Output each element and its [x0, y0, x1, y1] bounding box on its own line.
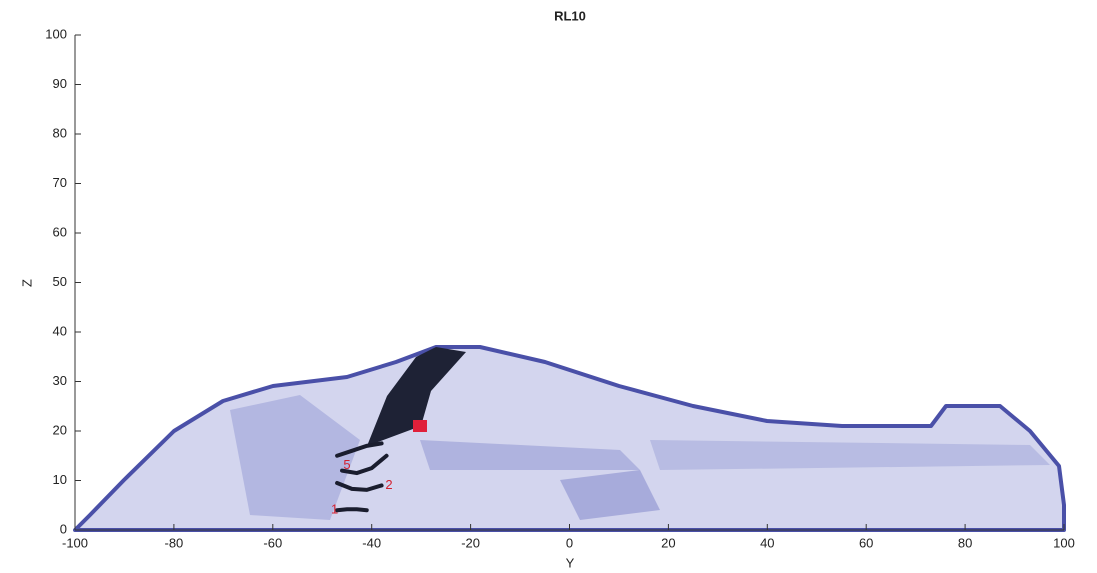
x-tick-label: 40 — [760, 535, 774, 550]
y-tick-label: 20 — [53, 422, 67, 437]
y-tick-label: 60 — [53, 224, 67, 239]
y-tick-label: 10 — [53, 472, 67, 487]
y-tick-label: 90 — [53, 76, 67, 91]
x-axis-label: Y — [566, 555, 575, 570]
x-tick-label: -100 — [62, 535, 88, 550]
x-tick-label: -40 — [362, 535, 381, 550]
body-render — [73, 345, 1066, 532]
y-tick-label: 80 — [53, 125, 67, 140]
y-tick-label: 40 — [53, 323, 67, 338]
annotation: 1 — [331, 502, 338, 517]
x-tick-label: 100 — [1053, 535, 1075, 550]
x-tick-label: 20 — [661, 535, 675, 550]
y-tick-label: 0 — [60, 521, 67, 536]
series-line — [340, 453, 389, 476]
annotation: 2 — [385, 477, 392, 492]
series-line — [335, 441, 384, 458]
y-axis-label: Z — [19, 279, 34, 287]
series-line — [335, 480, 384, 492]
annotation: 5 — [343, 457, 350, 472]
y-tick-label: 50 — [53, 274, 67, 289]
x-tick-label: -20 — [461, 535, 480, 550]
x-tick-label: 60 — [859, 535, 873, 550]
y-tick-label: 70 — [53, 175, 67, 190]
x-tick-label: 80 — [958, 535, 972, 550]
series-line — [335, 507, 369, 513]
x-tick-label: 0 — [566, 535, 573, 550]
x-tick-label: -60 — [263, 535, 282, 550]
y-tick-label: 100 — [45, 26, 67, 41]
x-tick-label: -80 — [165, 535, 184, 550]
y-tick-label: 30 — [53, 373, 67, 388]
chart-title: RL10 — [554, 8, 586, 23]
